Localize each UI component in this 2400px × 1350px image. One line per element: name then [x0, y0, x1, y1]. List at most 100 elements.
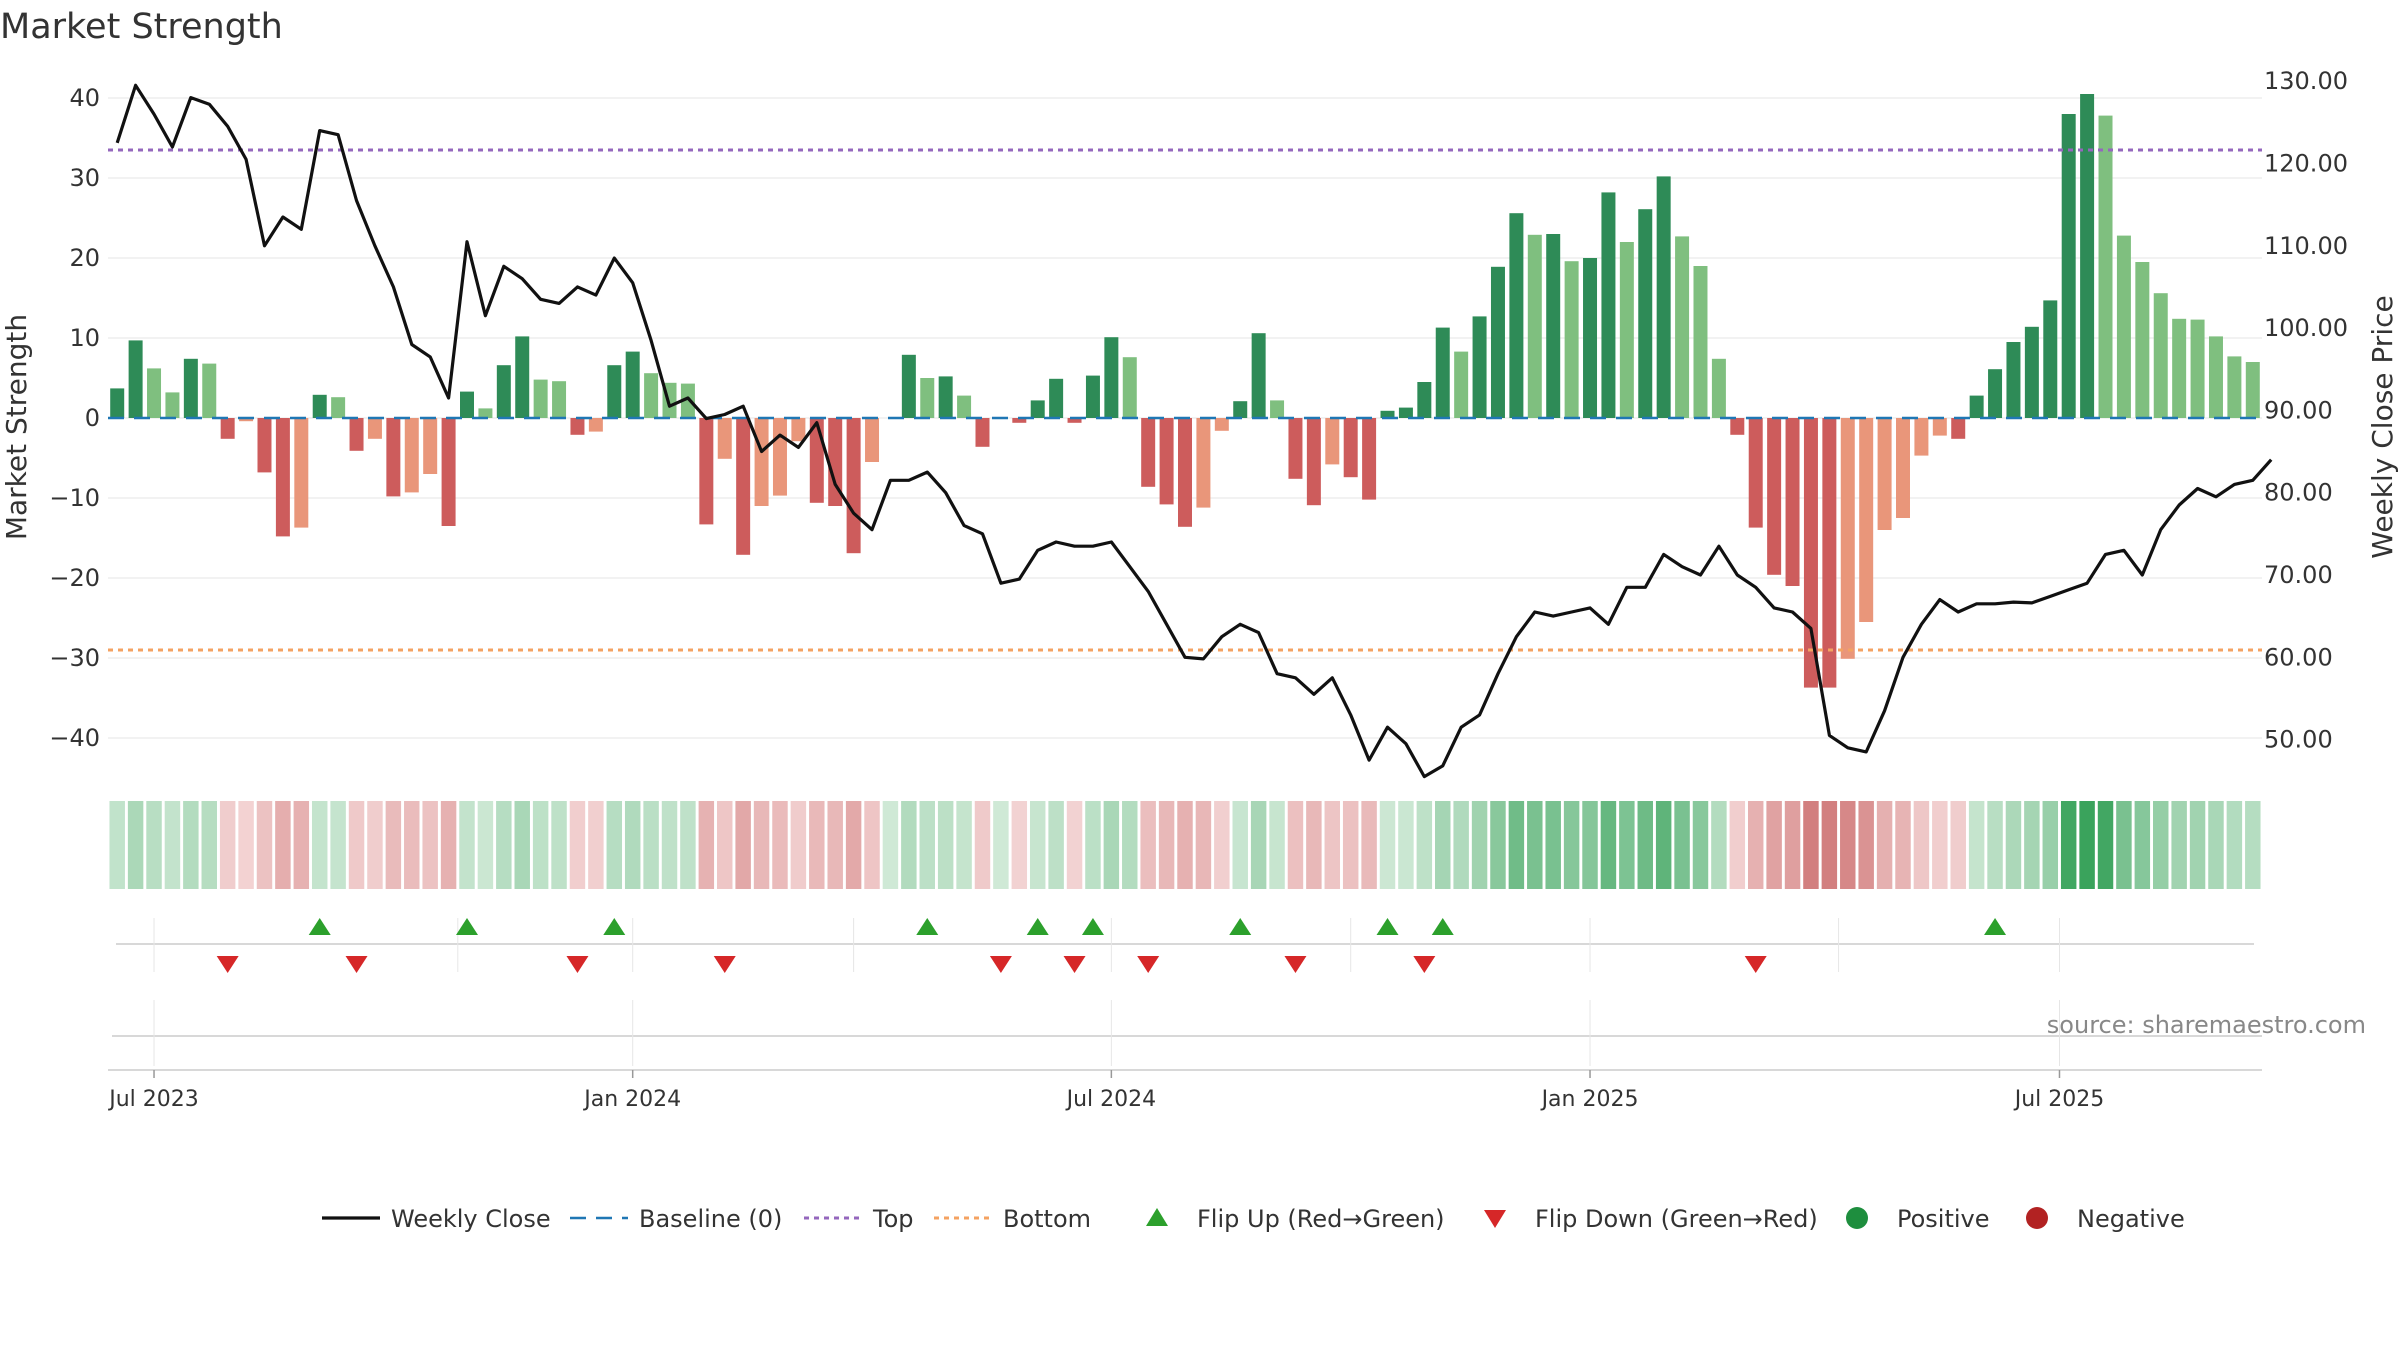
strength-bar [128, 340, 143, 418]
heat-cell [1379, 801, 1396, 889]
legend-flip-down-swatch [1484, 1210, 1506, 1228]
heat-cell [146, 801, 162, 889]
strength-bar [515, 336, 530, 418]
strength-bar [1214, 418, 1229, 431]
heat-cell [183, 801, 199, 889]
strength-bar [496, 365, 511, 418]
heat-cell [2245, 801, 2261, 889]
strength-bar [772, 418, 787, 496]
strength-bar [1159, 418, 1174, 505]
heat-cell [1158, 801, 1175, 889]
strength-bar [183, 358, 198, 418]
x-tick-label: Jul 2025 [2013, 1087, 2105, 1112]
right-tick-label: 70.00 [2264, 561, 2333, 589]
heat-cell [624, 801, 641, 889]
left-tick-label: 20 [69, 244, 100, 272]
heat-cell [1674, 801, 1690, 889]
heat-cell [882, 801, 899, 889]
strength-bar [349, 418, 364, 451]
heat-cell [1950, 801, 1966, 889]
strength-bar [1767, 418, 1782, 575]
strength-bar [607, 365, 622, 418]
strength-bar [1454, 351, 1469, 418]
heat-cell [1195, 801, 1212, 889]
strength-bar [1601, 192, 1616, 418]
strength-bar [1896, 418, 1910, 518]
x-tick-label: Jul 2024 [1065, 1087, 1157, 1112]
heat-cell [845, 801, 862, 889]
heat-cell [496, 801, 512, 889]
heat-cell [1932, 801, 1948, 889]
right-axis-label: Weekly Close Price [2366, 295, 2399, 558]
heat-cell [1821, 801, 1838, 889]
heat-cell [293, 801, 310, 889]
heat-cell [2005, 801, 2022, 889]
strength-bar [1711, 358, 1726, 418]
legend-label: Positive [1897, 1205, 1990, 1233]
flip-down-marker [566, 956, 589, 973]
right-tick-label: 60.00 [2264, 643, 2333, 671]
heat-cell [514, 801, 530, 889]
left-tick-label: 40 [69, 84, 100, 112]
strength-bar [1675, 236, 1690, 418]
strength-bar [1472, 316, 1487, 418]
strength-bar [478, 408, 493, 418]
heat-cell [2116, 801, 2132, 889]
heat-cell [735, 801, 751, 889]
flip-up-marker [1431, 918, 1454, 935]
heat-cell [717, 801, 733, 889]
strength-bar [588, 418, 603, 432]
heat-cell [1766, 801, 1782, 889]
heat-cell [1306, 801, 1322, 889]
strength-bar [2024, 326, 2039, 418]
heat-cell [1471, 801, 1488, 889]
legend-positive-swatch [1846, 1207, 1868, 1229]
right-tick-label: 100.00 [2264, 314, 2348, 342]
weekly-close-polyline [115, 83, 2273, 779]
strength-bar [625, 351, 640, 418]
strength-bar [1251, 333, 1266, 418]
weekly-close-line [115, 83, 2273, 779]
heat-cell [1398, 801, 1414, 889]
flip-down-marker [989, 956, 1012, 973]
strength-bar [1049, 378, 1064, 418]
heat-cell [1232, 801, 1248, 889]
heat-cell [1361, 801, 1377, 889]
strength-bar [2153, 293, 2168, 418]
strength-bar [644, 373, 659, 418]
heat-cell [1876, 801, 1893, 889]
heat-cell [790, 801, 807, 889]
strength-bars [110, 94, 2260, 688]
flip-down-marker [1744, 956, 1767, 973]
flip-down-marker [1413, 956, 1436, 973]
heat-cell [551, 801, 567, 889]
heat-cell [1269, 801, 1285, 889]
strength-bar [1270, 400, 1285, 418]
heat-cell [2189, 801, 2206, 889]
heat-cell [1784, 801, 1801, 889]
heat-cell [1140, 801, 1156, 889]
flip-down-marker [216, 956, 239, 973]
legend-label: Bottom [1003, 1205, 1091, 1233]
heat-cell [2042, 801, 2059, 889]
heat-cell [164, 801, 181, 889]
legend-label: Baseline (0) [639, 1205, 782, 1233]
strength-bar [294, 418, 309, 528]
strength-bar [1085, 375, 1100, 418]
strength-bar [1564, 261, 1579, 418]
flip-up-marker [603, 918, 626, 935]
heat-cell [698, 801, 715, 889]
strength-bar [920, 378, 935, 418]
left-tick-label: −40 [49, 724, 100, 752]
strength-bar [1012, 418, 1027, 423]
heat-cell [864, 801, 880, 889]
heat-cell [1453, 801, 1469, 889]
legend-label: Flip Up (Red→Green) [1197, 1205, 1445, 1233]
heat-cell [440, 801, 457, 889]
strength-bar [1785, 418, 1800, 586]
x-axis: Jul 2023 Jan 2024 Jul 2024 Jan 2025 Jul 2025 [107, 1069, 2262, 1112]
strength-bar [1693, 266, 1708, 418]
heat-cell [1250, 801, 1267, 889]
heat-cell [1011, 801, 1028, 889]
strength-bar [846, 418, 861, 554]
